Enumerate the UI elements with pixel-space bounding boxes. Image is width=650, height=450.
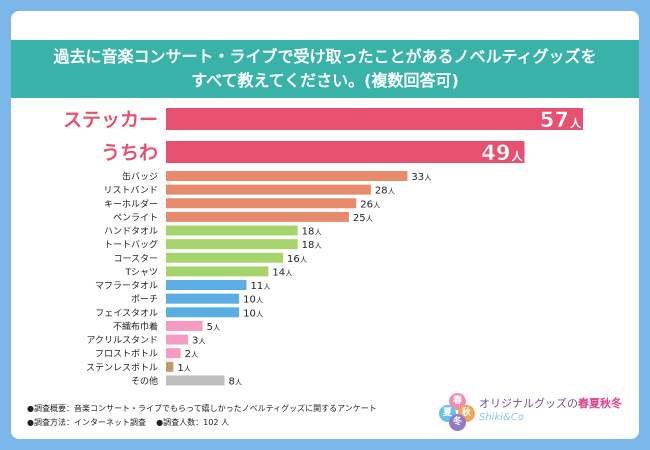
category-label-4: リストバンド [104, 185, 158, 196]
value-label-7: 18 [302, 227, 315, 238]
logo-text: オリジナルグッズの春夏秋冬 [479, 395, 622, 411]
unit-label-6: 人 [366, 215, 373, 223]
value-label-9: 16 [287, 254, 300, 265]
title-line-1: 過去に音楽コンサート・ライブで受け取ったことがあるノベルティグッズを [53, 47, 597, 66]
value-label-4: 28 [375, 186, 388, 197]
unit-label-5: 人 [373, 201, 380, 209]
survey-footer: ●調査概要：音楽コンサート・ライブでもらって嬉しかったノベルティグッズに関するア… [27, 402, 377, 430]
emblem-winter: 冬 [449, 414, 466, 431]
unit-label-18: 人 [235, 378, 242, 386]
unit-label-9: 人 [300, 256, 307, 264]
value-label-2: 49 [481, 141, 510, 165]
bar-13 [166, 307, 240, 318]
bar-8 [166, 239, 298, 250]
category-label-2: うちわ [101, 142, 158, 164]
unit-label-17: 人 [184, 365, 191, 373]
value-label-13: 10 [243, 308, 256, 319]
value-label-10: 14 [272, 267, 285, 278]
bar-18 [166, 375, 225, 386]
unit-label-1: 人 [570, 116, 582, 130]
bar-16 [166, 348, 181, 359]
bar-2 [166, 141, 525, 163]
value-label-1: 57 [540, 108, 569, 132]
survey-summary: ●調査概要：音楽コンサート・ライブでもらって嬉しかったノベルティグッズに関するア… [27, 404, 377, 413]
value-label-16: 2 [185, 349, 191, 360]
category-label-6: ペンライト [113, 212, 158, 223]
season-emblem-icon: 春 夏 秋 冬 [439, 393, 475, 431]
bar-5 [166, 198, 357, 209]
title-band: 過去に音楽コンサート・ライブで受け取ったことがあるノベルティグッズを すべて教え… [11, 40, 639, 98]
bar-17 [166, 361, 174, 372]
unit-label-8: 人 [315, 242, 322, 250]
category-label-10: Tシャツ [125, 268, 159, 278]
title-line-2: すべて教えてください。(複数回答可) [191, 71, 459, 90]
survey-method: ●調査方法：インターネット調査 [27, 418, 146, 427]
category-label-12: ポーチ [131, 294, 158, 305]
category-label-13: フェイスタオル [95, 308, 158, 319]
category-label-8: トートバッグ [104, 239, 158, 251]
bar-11 [166, 280, 247, 291]
category-label-14: 不織布巾着 [113, 320, 158, 332]
value-label-15: 3 [192, 336, 198, 347]
unit-label-12: 人 [256, 297, 263, 305]
value-label-17: 1 [177, 363, 183, 374]
unit-label-4: 人 [388, 188, 395, 196]
bar-9 [166, 252, 284, 263]
value-label-12: 10 [243, 295, 256, 306]
bar-1 [166, 108, 583, 130]
bar-4 [166, 184, 371, 195]
brand-logo: 春 夏 秋 冬 オリジナルグッズの春夏秋冬 Shiki&Co [439, 389, 629, 433]
category-label-9: コースター [113, 253, 158, 264]
unit-label-15: 人 [198, 338, 205, 346]
category-label-3: 缶バッジ [122, 171, 158, 183]
value-label-8: 18 [302, 240, 315, 251]
bar-6 [166, 211, 349, 222]
unit-label-11: 人 [263, 283, 270, 291]
category-label-7: ハンドタオル [104, 226, 158, 237]
category-label-17: ステンレスボトル [86, 362, 158, 373]
bar-15 [166, 334, 188, 345]
category-label-11: マフラータオル [95, 281, 158, 292]
category-label-1: ステッカー [63, 109, 158, 131]
category-label-5: キーホルダー [104, 198, 158, 210]
value-label-11: 11 [250, 281, 263, 292]
unit-label-3: 人 [424, 174, 431, 182]
chart-card: 過去に音楽コンサート・ライブで受け取ったことがあるノベルティグッズを すべて教え… [11, 11, 639, 439]
bar-3 [166, 171, 408, 181]
unit-label-14: 人 [213, 324, 220, 332]
category-label-16: フロストボトル [95, 349, 158, 360]
bar-7 [166, 225, 298, 236]
category-label-18: その他 [131, 375, 158, 387]
bar-14 [166, 320, 203, 331]
unit-label-10: 人 [285, 269, 292, 277]
category-label-15: アクリルスタンド [86, 335, 158, 346]
unit-label-2: 人 [511, 149, 523, 163]
logo-text-main: オリジナルグッズの [479, 397, 578, 410]
survey-count: ●調査人数：102 人 [156, 418, 229, 427]
logo-text-season: 春夏秋冬 [578, 397, 622, 410]
unit-label-13: 人 [256, 310, 263, 318]
bar-10 [166, 266, 269, 277]
logo-subtitle: Shiki&Co [479, 412, 524, 423]
value-label-3: 33 [411, 172, 424, 183]
unit-label-7: 人 [315, 229, 322, 237]
value-label-18: 8 [229, 376, 235, 387]
value-label-14: 5 [207, 322, 213, 333]
value-label-5: 26 [360, 199, 373, 210]
value-label-6: 25 [353, 213, 366, 224]
bar-12 [166, 293, 240, 304]
unit-label-16: 人 [191, 351, 198, 359]
